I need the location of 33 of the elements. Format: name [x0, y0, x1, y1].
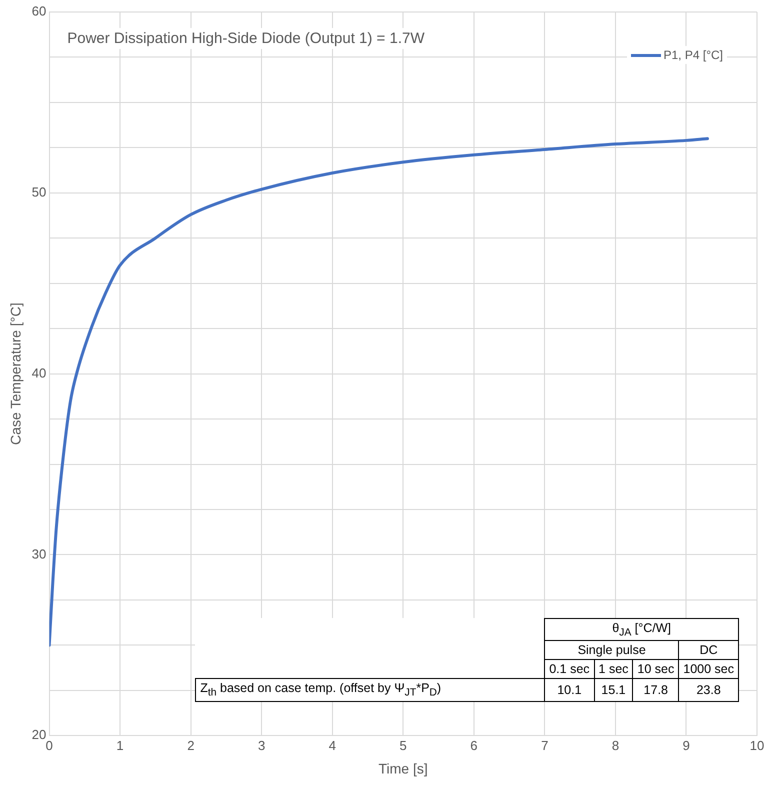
annotation: Single pulse — [544, 640, 679, 660]
x-tick-label: 5 — [400, 738, 407, 753]
annotation: 15.1 — [594, 678, 633, 702]
y-tick-label: 50 — [32, 184, 46, 200]
annotation: DC — [678, 640, 738, 660]
annotation: θ$_{JA}$ [°C/W] — [544, 618, 738, 641]
annotation: Z$_{th}$ based on case temp. (offset by Ψ$_{JT}$*P$_{D}$) — [196, 678, 545, 702]
x-tick-label: 3 — [258, 738, 266, 753]
x-tick-label: 8 — [612, 738, 620, 753]
annotation: 1 sec — [594, 660, 633, 679]
line-series — [49, 137, 709, 647]
x-tick-label: 9 — [682, 738, 690, 753]
annotation: 0.1 sec — [544, 660, 594, 679]
y-tick-label: 40 — [32, 365, 46, 380]
x-tick-label: 2 — [187, 738, 194, 753]
x-tick-label: 10 — [750, 738, 764, 753]
x-tick-label: 7 — [541, 738, 548, 753]
x-axis-title: Time [s] — [378, 760, 428, 776]
y-tick-label: 30 — [32, 546, 46, 562]
legend-label: P1, P4 [°C] — [662, 48, 723, 62]
annotation: 1000 sec — [678, 660, 738, 679]
x-tick-label: 0 — [46, 738, 53, 753]
x-tick-label: 6 — [470, 738, 478, 753]
y-tick-label: 20 — [32, 727, 46, 742]
text: Power Dissipation High-Side Diode (Output 1) = 1.7W — [61, 28, 430, 49]
x-tick-label: 1 — [116, 738, 124, 753]
y-axis-title: Case Temperature [°C] — [7, 302, 24, 445]
annotation: 10.1 — [544, 678, 594, 702]
y-tick-label: 60 — [32, 4, 46, 19]
x-tick-label: 4 — [328, 738, 336, 753]
annotation: 23.8 — [678, 678, 738, 702]
annotation: 17.8 — [632, 678, 679, 702]
annotation: 10 sec — [632, 660, 679, 679]
